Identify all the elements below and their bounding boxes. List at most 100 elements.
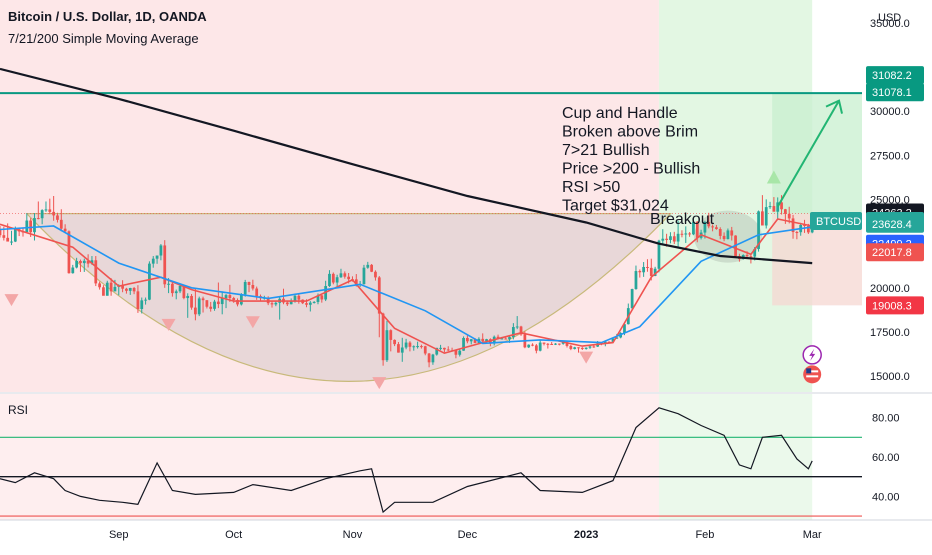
candle-body-61 [232,298,236,301]
candle-body-8 [29,220,33,233]
candle-body-93 [354,279,358,286]
candle-body-38 [144,299,147,301]
candle-body-181 [692,221,695,235]
candle-body-210 [803,224,806,227]
candle-body-3 [10,241,13,243]
candle-body-7 [25,220,29,233]
candle-body-13 [48,209,52,212]
candle-body-122 [466,337,469,342]
candle-body-55 [209,306,213,309]
candle-body-121 [462,337,465,351]
candle-body-36 [136,291,140,310]
candle-body-80 [305,303,308,305]
price-tick-3: 25000.0 [870,195,910,207]
lightning-bolt-glyph [809,348,816,361]
candle-body-205 [783,209,787,214]
candle-body-177 [676,233,680,242]
candle-body-100 [381,313,385,361]
candle-body-182 [695,221,699,238]
candle-body-196 [749,256,753,258]
candle-body-53 [201,298,205,301]
candle-body-18 [67,231,71,274]
candle-body-112 [427,353,431,363]
indicator-subtitle: 7/21/200 Simple Moving Average [8,31,199,46]
candle-body-114 [435,347,439,355]
time-tick-Sep: Sep [109,529,129,541]
candle-body-154 [588,346,592,348]
target-projection-zone [772,93,862,214]
candle-body-134 [511,327,515,338]
candle-body-65 [247,281,251,285]
candle-body-144 [550,343,554,345]
candle-body-119 [454,350,458,355]
candle-body-91 [347,276,351,280]
candle-body-133 [508,337,511,340]
candle-body-25 [94,260,98,284]
price-tick-6: 17500.0 [870,327,910,339]
bearish-marker-1 [161,318,176,331]
candle-body-198 [757,211,760,249]
candle-body-57 [216,301,220,305]
candle-body-176 [672,236,676,242]
candle-body-26 [98,283,101,288]
candle-body-104 [397,344,400,353]
candle-body-109 [416,346,419,348]
candle-body-102 [389,330,393,340]
candle-body-184 [703,221,707,233]
candle-body-161 [615,337,619,339]
candle-body-30 [113,286,117,292]
candle-body-123 [469,339,473,342]
candle-body-2 [6,237,10,242]
bearish-marker-0 [4,294,19,307]
candle-body-120 [458,350,462,355]
rsi-tick-1: 60.00 [872,452,900,464]
candle-body-75 [285,302,289,305]
bearish-region [0,0,659,392]
candle-body-89 [339,273,343,278]
candle-body-166 [634,271,638,290]
candle-body-106 [404,342,408,348]
candle-body-206 [787,213,791,219]
candle-body-19 [71,267,75,274]
candle-body-103 [393,339,396,345]
candle-body-43 [163,245,167,285]
candle-body-34 [128,287,132,291]
rsi-tick-2: 40.00 [872,491,900,503]
sma-200-line [0,67,813,265]
candle-body-202 [772,206,776,212]
candle-body-168 [642,266,646,273]
candle-body-108 [412,346,416,348]
candle-body-39 [148,263,151,300]
candle-body-9 [33,218,36,233]
candle-body-97 [370,264,373,272]
candle-body-163 [623,324,626,334]
annotation-line-0: Cup and Handle [562,105,678,122]
price-tick-5: 20000.0 [870,283,910,295]
candle-body-143 [546,343,550,345]
candle-body-14 [52,211,56,216]
breakout-label: Breakout [650,211,715,228]
candle-body-180 [688,233,691,235]
candle-body-72 [274,302,278,305]
us-flag-icon [803,365,822,384]
candle-body-135 [515,326,519,328]
time-tick-Mar: Mar [803,529,822,541]
candle-body-191 [730,230,734,236]
candle-body-201 [768,206,772,208]
rsi-bearish-region [0,394,659,520]
candle-body-130 [496,336,500,339]
price-tag-1: 31078.1 [872,87,912,99]
time-tick-Dec: Dec [458,529,478,541]
bearish-marker-3 [372,377,387,390]
candle-body-51 [194,307,197,315]
candle-body-4 [13,229,17,242]
candle-body-52 [197,298,201,315]
symbol-tag-label: BTCUSD [816,216,861,228]
rsi-title: RSI [8,403,28,417]
candle-body-174 [665,238,668,240]
price-tag-bg-0 [866,66,924,85]
candle-body-139 [531,344,534,346]
chart-title: Bitcoin / U.S. Dollar, 1D, OANDA [8,9,207,24]
price-tag-0: 31082.2 [872,70,912,82]
